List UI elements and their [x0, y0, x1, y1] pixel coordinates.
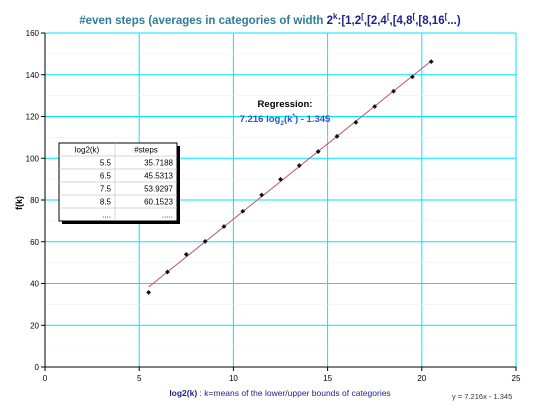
x-tick-label: 10 [229, 374, 238, 383]
regression-close: ) - 1.345 [295, 114, 331, 125]
table-cell: 35.7188 [144, 159, 173, 168]
trendline-group [148, 60, 432, 288]
data-point [202, 239, 208, 244]
table-header-cell: log2(k) [75, 146, 100, 155]
x-axis-label: log2(k) : k=means of the lower/upper bou… [169, 388, 390, 398]
data-point [259, 192, 265, 198]
y-tick-label: 100 [26, 154, 40, 163]
trendline-equation: y = 7.216x - 1.345 [452, 392, 512, 401]
regression-sup: * [292, 113, 295, 120]
chart-title-part: [ [361, 12, 364, 21]
table-cell: 53.9297 [144, 185, 173, 194]
y-tick-label: 140 [26, 71, 40, 80]
table-header-cell: #steps [134, 146, 158, 155]
table-cell: 7.5 [100, 185, 112, 194]
axes [41, 32, 517, 371]
data-point [409, 74, 415, 80]
data-point [334, 133, 340, 139]
data-point [183, 252, 189, 257]
chart-title-part: [ [413, 12, 416, 21]
x-tick-label: 25 [512, 374, 521, 383]
x-axis-label-var: log2(k) [169, 388, 197, 398]
table-cell: 8.5 [100, 198, 112, 207]
regression-annotation: Regression: 7.216 log2(k*) - 1.345 [240, 99, 331, 127]
y-tick-label: 0 [35, 363, 40, 372]
data-point [240, 208, 246, 214]
table-cell: 6.5 [100, 172, 112, 181]
chart-title-part: [ [387, 12, 390, 21]
regression-heading: Regression: [258, 99, 313, 110]
y-tick-label: 40 [30, 280, 39, 289]
table-cell: 5.5 [100, 159, 112, 168]
chart-title: #even steps (averages in categories of w… [79, 12, 461, 27]
x-axis-label-desc: : k=means of the lower/upper bounds of c… [197, 388, 391, 398]
data-point [296, 163, 302, 168]
y-tick-label: 60 [30, 238, 39, 247]
data-point [391, 88, 396, 94]
table-cell: .... [102, 211, 111, 220]
y-tick-label: 160 [26, 29, 40, 38]
regression-coef: 7.216 log [240, 114, 281, 125]
chart-title-part: ...) [447, 15, 461, 27]
y-tick-label: 80 [30, 196, 39, 205]
data-point [428, 59, 434, 64]
table-cell: 60.1523 [144, 198, 173, 207]
data-point [278, 176, 283, 182]
regression-formula: 7.216 log2(k*) - 1.345 [240, 113, 331, 127]
x-tick-labels: 0 5 10 15 20 25 [43, 374, 521, 383]
chart-title-part: ,[2,4 [364, 15, 388, 27]
chart-title-part: k [333, 12, 338, 21]
y-tick-label: 120 [26, 113, 40, 122]
chart-title-part: ,[4,8 [390, 15, 414, 27]
data-table: log2(k) #steps 5.5 35.7188 6.5 45.5313 7.5 53.9… [58, 142, 180, 224]
chart-title-part: :[1,2 [337, 15, 361, 27]
y-tick-labels: 0 20 40 60 80 100 120 140 160 [26, 29, 40, 372]
data-point [353, 119, 359, 125]
data-point [165, 269, 170, 275]
chart-title-part: #even steps (averages in categories of w… [79, 15, 326, 27]
data-points [146, 59, 434, 295]
data-point [372, 104, 378, 109]
trendline [148, 60, 432, 288]
table-cell: ..... [162, 211, 173, 220]
data-point [146, 290, 152, 295]
x-tick-label: 20 [417, 374, 426, 383]
x-tick-label: 5 [137, 374, 142, 383]
chart-title-part: [ [445, 12, 448, 21]
y-tick-label: 20 [30, 321, 39, 330]
x-tick-label: 15 [323, 374, 332, 383]
data-point [315, 149, 321, 154]
x-tick-label: 0 [43, 374, 48, 383]
table-cell: 45.5313 [144, 172, 173, 181]
regression-sub: 2 [280, 120, 284, 127]
y-axis-label: f(k) [14, 196, 24, 210]
data-point [221, 224, 227, 229]
chart-title-part: 2 [327, 15, 333, 27]
chart-title-part: ,[8,16 [415, 15, 444, 27]
regression-open: (k [284, 114, 293, 125]
